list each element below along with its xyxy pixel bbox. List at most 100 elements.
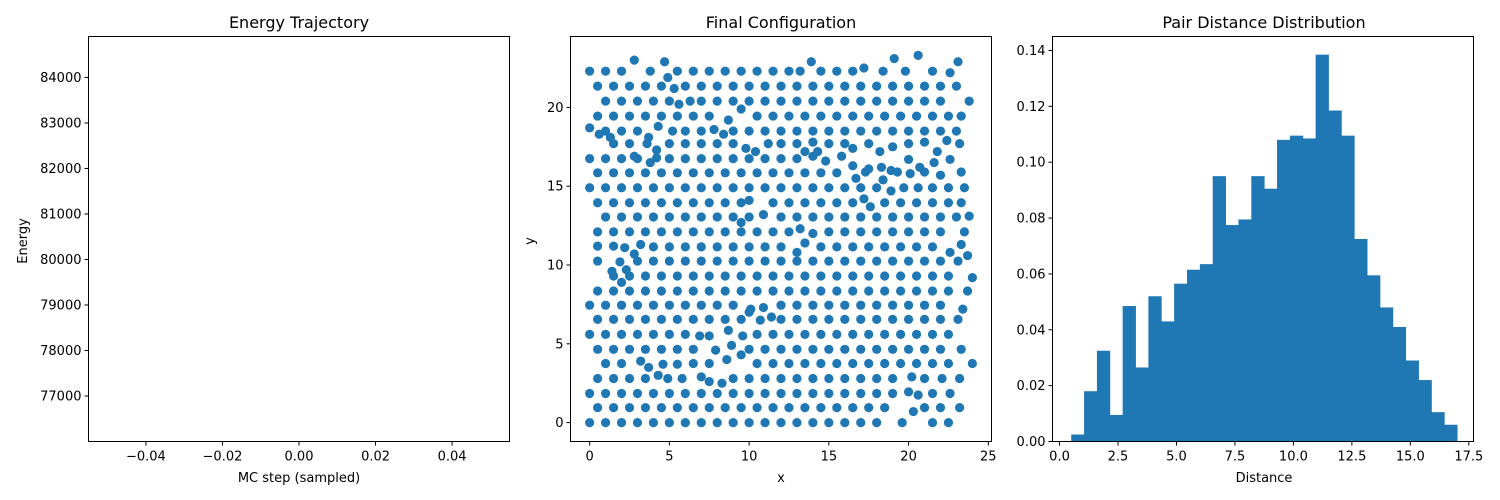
scatter-point <box>824 388 834 399</box>
scatter-point <box>935 256 946 266</box>
scatter-point <box>951 212 962 222</box>
scatter-point <box>744 183 754 193</box>
scatter-point <box>648 242 659 252</box>
scatter-point <box>624 344 635 354</box>
scatter-point <box>750 146 761 157</box>
y-tick-label: 0.00 <box>1017 435 1046 450</box>
y-axis-label: Energy <box>16 218 31 264</box>
scatter-point <box>728 373 738 384</box>
scatter-point <box>800 198 810 208</box>
x-tick-label: 15 <box>821 450 838 465</box>
scatter-point <box>632 256 643 266</box>
scatter-point <box>859 63 869 73</box>
x-tick-label: 0 <box>585 450 593 465</box>
scatter-point <box>728 212 738 222</box>
scatter-point <box>709 124 719 135</box>
scatter-point <box>927 286 938 296</box>
scatter-point <box>704 111 714 121</box>
scatter-point <box>695 331 705 341</box>
scatter-point <box>768 227 778 237</box>
scatter-point <box>856 417 866 428</box>
histogram-bar <box>1328 110 1342 442</box>
scatter-point <box>784 403 794 413</box>
scatter-point <box>704 286 714 296</box>
scatter-point <box>816 286 826 296</box>
scatter-point <box>672 111 682 121</box>
scatter-point <box>776 388 786 399</box>
x-tick-label: 20 <box>900 450 917 465</box>
scatter-point <box>680 242 690 252</box>
scatter-point <box>956 111 966 121</box>
scatter-point <box>776 96 786 106</box>
scatter-point <box>888 388 898 399</box>
scatter-point <box>896 198 906 208</box>
scatter-point <box>704 66 714 76</box>
scatter-point <box>888 81 898 91</box>
scatter-point <box>696 256 706 266</box>
scatter-point <box>652 145 662 155</box>
scatter-point <box>880 198 890 208</box>
scatter-point <box>840 212 850 222</box>
scatter-point <box>720 403 730 413</box>
scatter-point <box>945 247 955 257</box>
scatter-point <box>856 96 866 106</box>
scatter-point <box>808 81 818 91</box>
scatter-point <box>629 249 639 259</box>
scatter-point <box>669 83 679 94</box>
scatter-point <box>776 126 786 136</box>
scatter-point <box>962 286 973 296</box>
scatter-point <box>848 161 858 171</box>
scatter-point <box>656 271 666 281</box>
scatter-point <box>672 271 682 281</box>
scatter-point <box>832 66 842 76</box>
scatter-point <box>616 154 627 164</box>
scatter-point <box>808 314 818 324</box>
scatter-point <box>704 168 714 178</box>
scatter-point <box>943 183 954 193</box>
scatter-point <box>888 212 898 222</box>
scatter-point <box>848 358 858 369</box>
scatter-point <box>813 146 823 157</box>
scatter-point <box>872 212 882 222</box>
scatter-point <box>607 266 617 276</box>
scatter-point <box>696 81 706 91</box>
scatter-point <box>712 212 722 222</box>
scatter-point <box>927 329 938 339</box>
scatter-point <box>720 271 730 281</box>
scatter-point <box>864 286 874 296</box>
scatter-point <box>880 403 890 413</box>
scatter-point <box>927 66 938 76</box>
scatter-point <box>760 81 770 91</box>
scatter-point <box>878 175 888 185</box>
scatter-point <box>720 198 730 208</box>
scatter-point <box>680 329 690 339</box>
scatter-point <box>896 286 906 296</box>
x-axis-label: Distance <box>1236 471 1293 486</box>
scatter-point <box>712 256 722 266</box>
scatter-point <box>927 271 938 281</box>
histogram-bar <box>1096 350 1111 442</box>
scatter-point <box>953 256 963 266</box>
scatter-point <box>624 403 635 413</box>
scatter-point <box>664 96 674 106</box>
scatter-point <box>808 344 818 354</box>
scatter-point <box>795 224 805 234</box>
histogram-bar <box>1431 412 1445 442</box>
scatter-point <box>935 170 946 180</box>
scatter-point <box>736 104 746 114</box>
scatter-point <box>943 358 954 369</box>
scatter-point <box>945 68 955 78</box>
y-tick-label: 79000 <box>40 298 81 313</box>
scatter-point <box>680 388 690 399</box>
scatter-point <box>876 162 887 172</box>
scatter-point <box>872 183 882 193</box>
scatter-point <box>608 286 619 296</box>
scatter-point <box>935 212 946 222</box>
scatter-point <box>792 247 802 257</box>
scatter-point <box>851 173 861 183</box>
scatter-point <box>736 286 746 296</box>
scatter-point <box>593 373 603 384</box>
scatter-point <box>953 57 963 67</box>
scatter-point <box>848 286 858 296</box>
scatter-point <box>608 227 619 237</box>
